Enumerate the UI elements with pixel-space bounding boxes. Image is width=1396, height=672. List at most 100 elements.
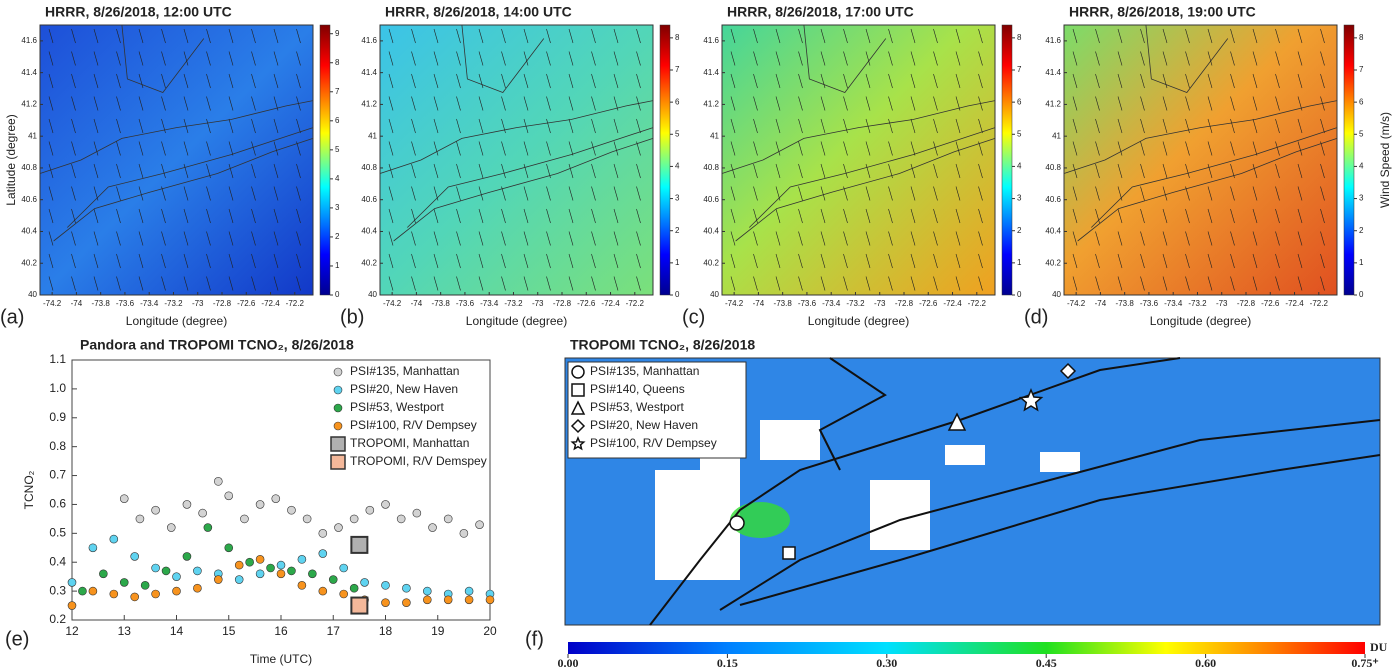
y-tick-label: 0.4 — [49, 554, 66, 568]
colorbar-tick-label: 7 — [335, 87, 340, 96]
legend-swatch — [331, 437, 345, 451]
figure: -74.2 -74 -73.8 -73.6 -73.4 -73.2 -73 -72.8 -72.… — [0, 0, 1396, 672]
x-tick-label: -72.2 — [626, 299, 645, 308]
pandora-point — [162, 567, 170, 575]
x-tick-label: -73.8 — [774, 299, 793, 308]
legend-label: PSI#53, Westport — [350, 400, 444, 414]
x-tick-label: -73.6 — [1140, 299, 1159, 308]
y-tick-label: 41.4 — [1045, 68, 1061, 77]
x-tick-label: -72.2 — [286, 299, 305, 308]
x-tick-label: -73 — [1216, 299, 1228, 308]
legend-symbol — [572, 384, 584, 396]
pandora-point — [214, 477, 222, 485]
pandora-point — [402, 584, 410, 592]
pandora-point — [444, 515, 452, 523]
y-tick-label: 0.2 — [49, 612, 66, 626]
y-tick-label: 40.8 — [21, 163, 37, 172]
panel-label: (f) — [525, 628, 544, 650]
pandora-point — [110, 590, 118, 598]
x-tick-label: -72.2 — [1310, 299, 1329, 308]
colorbar-tick-label: 3 — [335, 203, 340, 212]
x-tick-label: -74.2 — [725, 299, 744, 308]
colorbar-tick-label: 4 — [1359, 162, 1364, 171]
y-tick-label: 1.0 — [49, 381, 66, 395]
x-tick-label: -73 — [192, 299, 204, 308]
legend-label: PSI#135, Manhattan — [590, 364, 699, 378]
colorbar-tick-label: 4 — [1017, 162, 1022, 171]
pandora-point — [193, 584, 201, 592]
colorbar-tick-label: 4 — [675, 162, 680, 171]
panel-title: TROPOMI TCNO₂, 8/26/2018 — [570, 337, 755, 353]
x-tick-label: -72.8 — [1237, 299, 1256, 308]
x-tick-label: -74 — [1095, 299, 1107, 308]
pandora-point — [68, 578, 76, 586]
y-axis-label: Latitude (degree) — [4, 114, 18, 205]
colorbar-tick-label: 1 — [1359, 258, 1364, 267]
pandora-point — [199, 509, 207, 517]
y-tick-label: 40 — [1052, 290, 1061, 299]
panel-title: HRRR, 8/26/2018, 19:00 UTC — [1069, 4, 1256, 20]
colorbar-tick-label: 3 — [1017, 194, 1022, 203]
pandora-point — [298, 555, 306, 563]
pandora-point — [110, 535, 118, 543]
panel-label: (e) — [5, 628, 29, 650]
x-tick-label: -72.8 — [895, 299, 914, 308]
colorbar-tick-label: 2 — [675, 226, 680, 235]
x-tick-label: -73.8 — [1116, 299, 1135, 308]
colorbar-tick-label: 5 — [675, 129, 680, 138]
pandora-point — [287, 506, 295, 514]
pandora-point — [287, 567, 295, 575]
colorbar-tick-label: 1 — [335, 261, 340, 270]
y-tick-label: 40.6 — [361, 195, 377, 204]
x-tick-label: -74 — [411, 299, 423, 308]
colorbar — [320, 25, 330, 295]
pandora-point — [225, 492, 233, 500]
legend-label: PSI#20, New Haven — [350, 382, 458, 396]
colorbar-tick-label: 2 — [1359, 226, 1364, 235]
pandora-point — [256, 500, 264, 508]
x-tick-label: -72.4 — [601, 299, 620, 308]
pandora-point — [277, 561, 285, 569]
x-tick-label: 12 — [65, 624, 79, 638]
pandora-point — [152, 590, 160, 598]
panel-title: HRRR, 8/26/2018, 12:00 UTC — [45, 4, 232, 20]
missing-data — [945, 445, 985, 465]
y-tick-label: 40.2 — [361, 258, 377, 267]
y-tick-label: 41.4 — [703, 68, 719, 77]
colorbar-tick-label: 1 — [675, 258, 680, 267]
colorbar-tick-label: 6 — [1359, 97, 1364, 106]
x-tick-label: 18 — [379, 624, 393, 638]
colorbar-tick-label: 0.00 — [558, 656, 579, 670]
x-tick-label: -74.2 — [1067, 299, 1086, 308]
pandora-point — [465, 587, 473, 595]
colorbar-tick-label: 0 — [675, 290, 680, 299]
pandora-point — [486, 596, 494, 604]
x-tick-label: -73.4 — [822, 299, 841, 308]
y-tick-label: 0.7 — [49, 468, 66, 482]
x-tick-label: -72.4 — [1285, 299, 1304, 308]
pandora-point — [397, 515, 405, 523]
y-tick-label: 1.1 — [49, 352, 66, 366]
x-tick-label: -74.2 — [383, 299, 402, 308]
colorbar-tick-label: 7 — [1017, 65, 1022, 74]
pandora-point — [298, 581, 306, 589]
pandora-point — [460, 529, 468, 537]
x-tick-label: -73.2 — [164, 299, 183, 308]
panel-label: (a) — [0, 306, 24, 328]
legend-symbol — [572, 366, 584, 378]
colorbar-label: Wind Speed (m/s) — [1378, 112, 1392, 208]
x-tick-label: -72.8 — [213, 299, 232, 308]
colorbar-tick-label: 0 — [335, 290, 340, 299]
pandora-point — [120, 578, 128, 586]
x-tick-label: 13 — [118, 624, 132, 638]
colorbar-tick-label: 5 — [335, 145, 340, 154]
y-tick-label: 41.2 — [703, 100, 719, 109]
y-tick-label: 40 — [28, 290, 37, 299]
y-tick-label: 41 — [368, 131, 377, 140]
x-axis-label: Longitude (degree) — [808, 314, 909, 328]
colorbar-tick-label: 7 — [675, 65, 680, 74]
y-tick-label: 41.4 — [21, 68, 37, 77]
legend-label: PSI#140, Queens — [590, 382, 685, 396]
colorbar-tick-label: 6 — [335, 116, 340, 125]
y-tick-label: 0.8 — [49, 439, 66, 453]
